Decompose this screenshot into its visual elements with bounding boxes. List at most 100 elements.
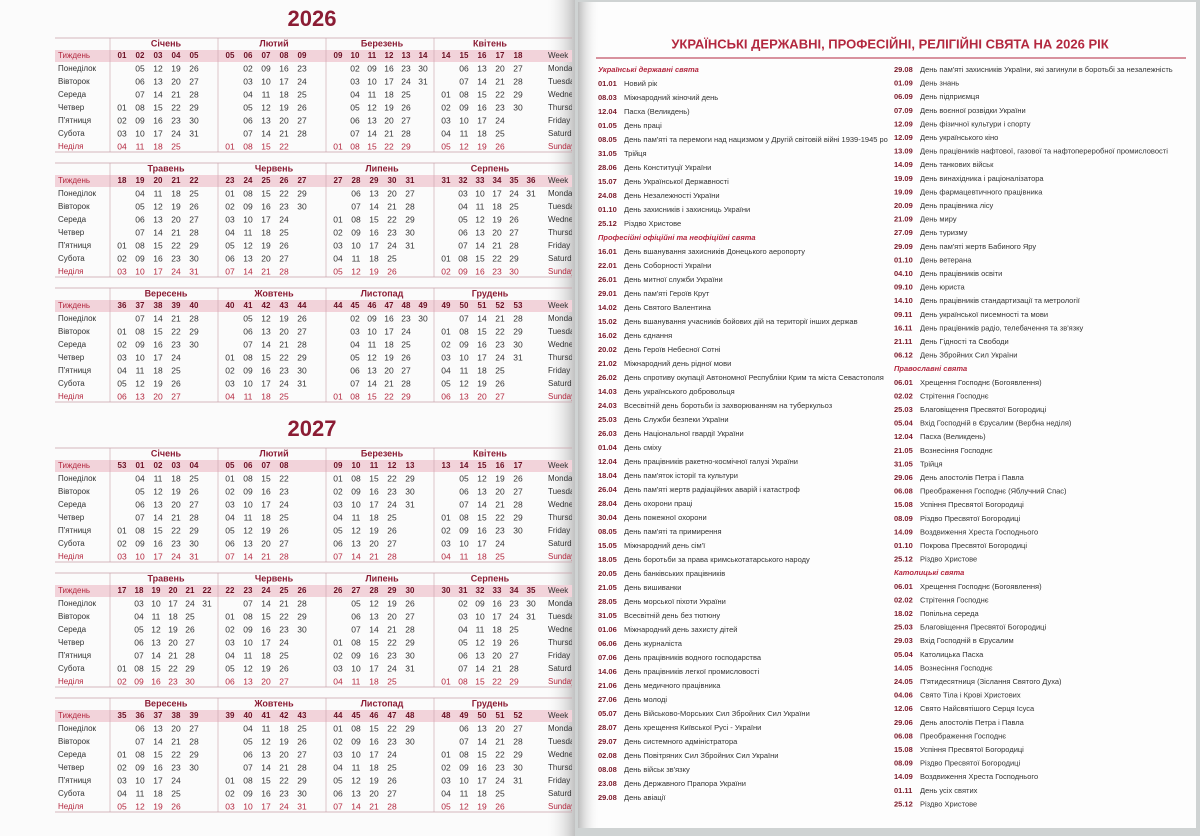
day-number: 13 — [369, 611, 379, 621]
weekday-label: Середа — [58, 215, 87, 224]
day-number: 15 — [261, 473, 271, 483]
day-number: 28 — [387, 801, 397, 811]
day-number: 23 — [509, 598, 519, 608]
day-number: 19 — [153, 801, 163, 811]
week-number: 17 — [514, 461, 523, 470]
day-number: 19 — [495, 473, 505, 483]
day-number: 21 — [495, 313, 505, 323]
day-number: 21 — [171, 89, 181, 99]
holiday-date: 16.02 — [598, 331, 617, 340]
holiday-name: Всесвітній день без тютюну — [624, 611, 720, 620]
day-number: 01 — [333, 214, 343, 224]
day-number: 29 — [513, 326, 523, 336]
day-number: 06 — [333, 538, 343, 548]
weekday-label-en: Thursday — [548, 103, 581, 112]
day-number: 18 — [168, 611, 178, 621]
holiday-date: 14.10 — [894, 296, 913, 305]
weekday-label-en: Saturday — [548, 664, 580, 673]
day-number: 07 — [135, 512, 145, 522]
holidays-column: Українські державні свята 01.01 Новий рік 0… — [598, 65, 888, 802]
day-number: 13 — [459, 391, 469, 401]
month-name: Лютий — [259, 38, 288, 48]
weekday-label-en: Tuesday — [548, 327, 578, 336]
holiday-date: 08.08 — [598, 765, 617, 774]
day-number: 27 — [297, 749, 307, 759]
day-number: 06 — [135, 76, 145, 86]
day-number: 14 — [153, 227, 163, 237]
day-number: 16 — [475, 266, 485, 276]
holiday-name: Хрещення Господнє (Богоявлення) — [920, 378, 1042, 387]
day-number: 31 — [189, 551, 199, 561]
day-number: 23 — [171, 339, 181, 349]
holiday-name: День апостолів Петра і Павла — [920, 473, 1025, 482]
week-number: 06 — [244, 51, 253, 60]
day-number: 16 — [369, 227, 379, 237]
day-number: 20 — [261, 253, 271, 263]
day-number: 30 — [297, 201, 307, 211]
day-number: 20 — [495, 63, 505, 73]
day-number: 12 — [135, 378, 145, 388]
day-number: 20 — [153, 391, 163, 401]
week-number: 41 — [244, 301, 253, 310]
day-number: 18 — [279, 723, 289, 733]
week-number: 38 — [154, 301, 163, 310]
holiday-name: День пам'яток історії та культури — [624, 471, 738, 480]
holiday-date: 28.05 — [598, 597, 617, 606]
day-number: 28 — [509, 240, 519, 250]
weekday-label: Неділя — [58, 677, 84, 686]
day-number: 12 — [351, 775, 361, 785]
holiday-name: День українського кіно — [920, 133, 998, 142]
day-number: 29 — [189, 525, 199, 535]
day-number: 07 — [243, 762, 253, 772]
day-number: 28 — [297, 339, 307, 349]
month-name: Вересень — [145, 698, 188, 708]
day-number: 01 — [441, 89, 451, 99]
day-number: 11 — [152, 611, 161, 621]
week-number: 22 — [203, 586, 212, 595]
holiday-name: День сміху — [624, 443, 662, 452]
month-name: Травень — [147, 573, 185, 583]
day-number: 21 — [279, 339, 289, 349]
day-number: 31 — [513, 352, 523, 362]
day-number: 25 — [387, 676, 397, 686]
week-number: 09 — [334, 51, 343, 60]
week-number: 44 — [298, 301, 307, 310]
day-number: 19 — [477, 378, 487, 388]
day-number: 09 — [243, 788, 253, 798]
month-name: Березень — [361, 38, 404, 48]
day-number: 06 — [225, 676, 235, 686]
weekday-label-en: Sunday — [548, 677, 575, 686]
day-number: 25 — [189, 473, 199, 483]
gutter-shadow — [578, 2, 600, 828]
day-number: 08 — [243, 611, 253, 621]
day-number: 22 — [171, 102, 181, 112]
day-number: 28 — [513, 736, 523, 746]
week-number: 46 — [368, 301, 377, 310]
day-number: 19 — [261, 525, 271, 535]
day-number: 13 — [351, 788, 361, 798]
holiday-name: День Повітряних Сил Збройних Сил України — [624, 751, 778, 760]
day-number: 28 — [401, 378, 411, 388]
day-number: 14 — [351, 801, 361, 811]
week-number: 26 — [334, 586, 343, 595]
day-number: 23 — [279, 788, 289, 798]
holiday-date: 02.08 — [598, 751, 617, 760]
day-number: 30 — [513, 102, 523, 112]
day-number: 30 — [297, 365, 307, 375]
day-number: 22 — [168, 663, 178, 673]
holiday-date: 01.01 — [598, 79, 617, 88]
week-number: 24 — [262, 586, 271, 595]
day-number: 17 — [369, 240, 379, 250]
holiday-name: Новий рік — [624, 79, 658, 88]
day-number: 26 — [401, 102, 411, 112]
day-number: 18 — [171, 473, 181, 483]
week-number: 31 — [406, 176, 415, 185]
holiday-date: 19.09 — [894, 187, 913, 196]
day-number: 28 — [279, 551, 289, 561]
day-number: 31 — [526, 611, 536, 621]
holiday-name: День працівників легкої промисловості — [624, 667, 759, 676]
holiday-name: День Української Державності — [624, 177, 729, 186]
holiday-date: 06.06 — [598, 639, 617, 648]
day-number: 09 — [135, 538, 145, 548]
